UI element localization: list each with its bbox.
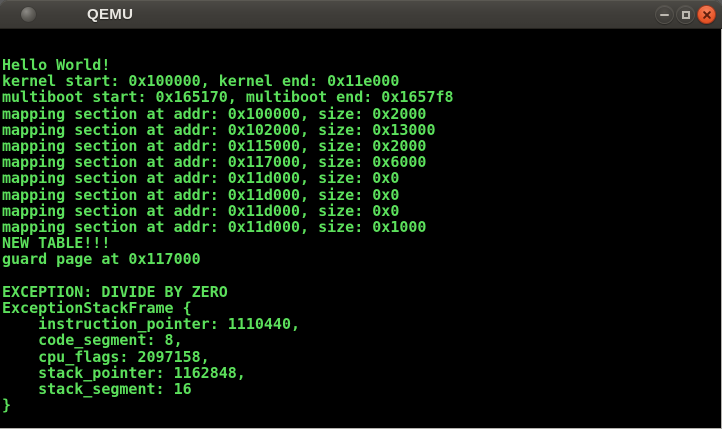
titlebar[interactable]: QEMU bbox=[0, 0, 722, 29]
minimize-icon bbox=[660, 14, 669, 16]
window-title: QEMU bbox=[87, 6, 134, 23]
terminal-screen[interactable]: Hello World! kernel start: 0x100000, ker… bbox=[0, 29, 722, 429]
minimize-button[interactable] bbox=[655, 5, 674, 24]
maximize-button[interactable] bbox=[676, 5, 695, 24]
close-button[interactable] bbox=[697, 5, 716, 24]
qemu-app-icon bbox=[21, 7, 36, 22]
window-controls bbox=[655, 5, 716, 24]
maximize-icon bbox=[682, 11, 690, 19]
